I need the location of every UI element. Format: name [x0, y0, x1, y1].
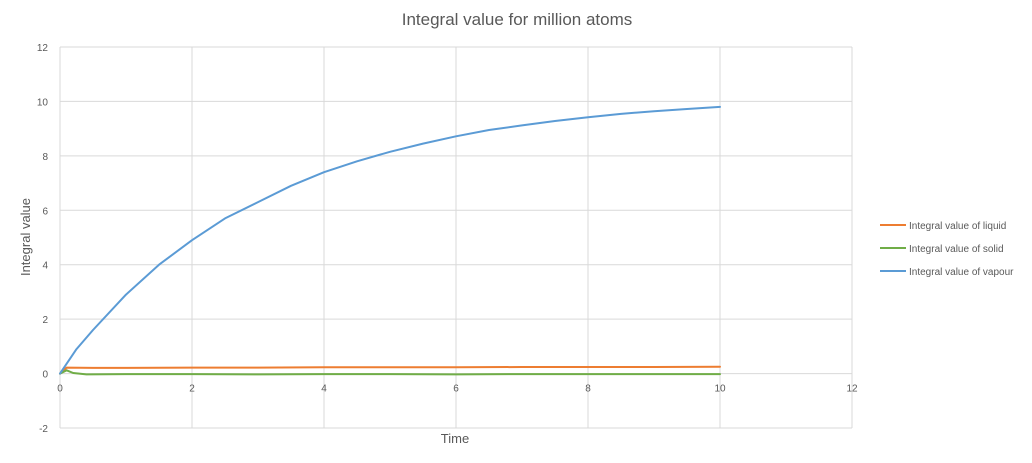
- x-axis-label: Time: [441, 431, 469, 446]
- x-tick-label: 0: [57, 384, 63, 395]
- x-tick-label: 6: [453, 384, 459, 395]
- y-tick-label: 10: [37, 97, 49, 108]
- series-lines: [59, 105, 721, 376]
- gridlines: [59, 46, 853, 429]
- y-tick-label: 4: [42, 261, 48, 272]
- y-tick-label: 8: [42, 152, 48, 163]
- chart-title: Integral value for million atoms: [402, 10, 633, 29]
- legend-label: Integral value of solid: [909, 244, 1004, 255]
- y-tick-label: 12: [37, 43, 49, 54]
- series-line-2: [59, 105, 721, 375]
- y-tick-label: 0: [42, 370, 48, 381]
- x-tick-label: 12: [846, 384, 858, 395]
- y-tick-label: -2: [39, 424, 48, 435]
- y-axis-label: Integral value: [18, 198, 33, 276]
- series-line-0: [59, 365, 721, 375]
- y-tick-label: 6: [42, 206, 48, 217]
- x-tick-label: 10: [714, 384, 726, 395]
- x-tick-label: 8: [585, 384, 591, 395]
- tick-labels: -2 0 2 4 6 8 10 12 0 2 4 6 8 10 12: [37, 43, 858, 435]
- series-line-1: [59, 369, 721, 376]
- y-tick-label: 2: [42, 315, 48, 326]
- x-tick-label: 4: [321, 384, 327, 395]
- x-tick-label: 2: [189, 384, 195, 395]
- legend-label: Integral value of vapour: [909, 267, 1014, 278]
- legend-label: Integral value of liquid: [909, 221, 1006, 232]
- legend: Integral value of liquid Integral value o…: [880, 221, 1014, 278]
